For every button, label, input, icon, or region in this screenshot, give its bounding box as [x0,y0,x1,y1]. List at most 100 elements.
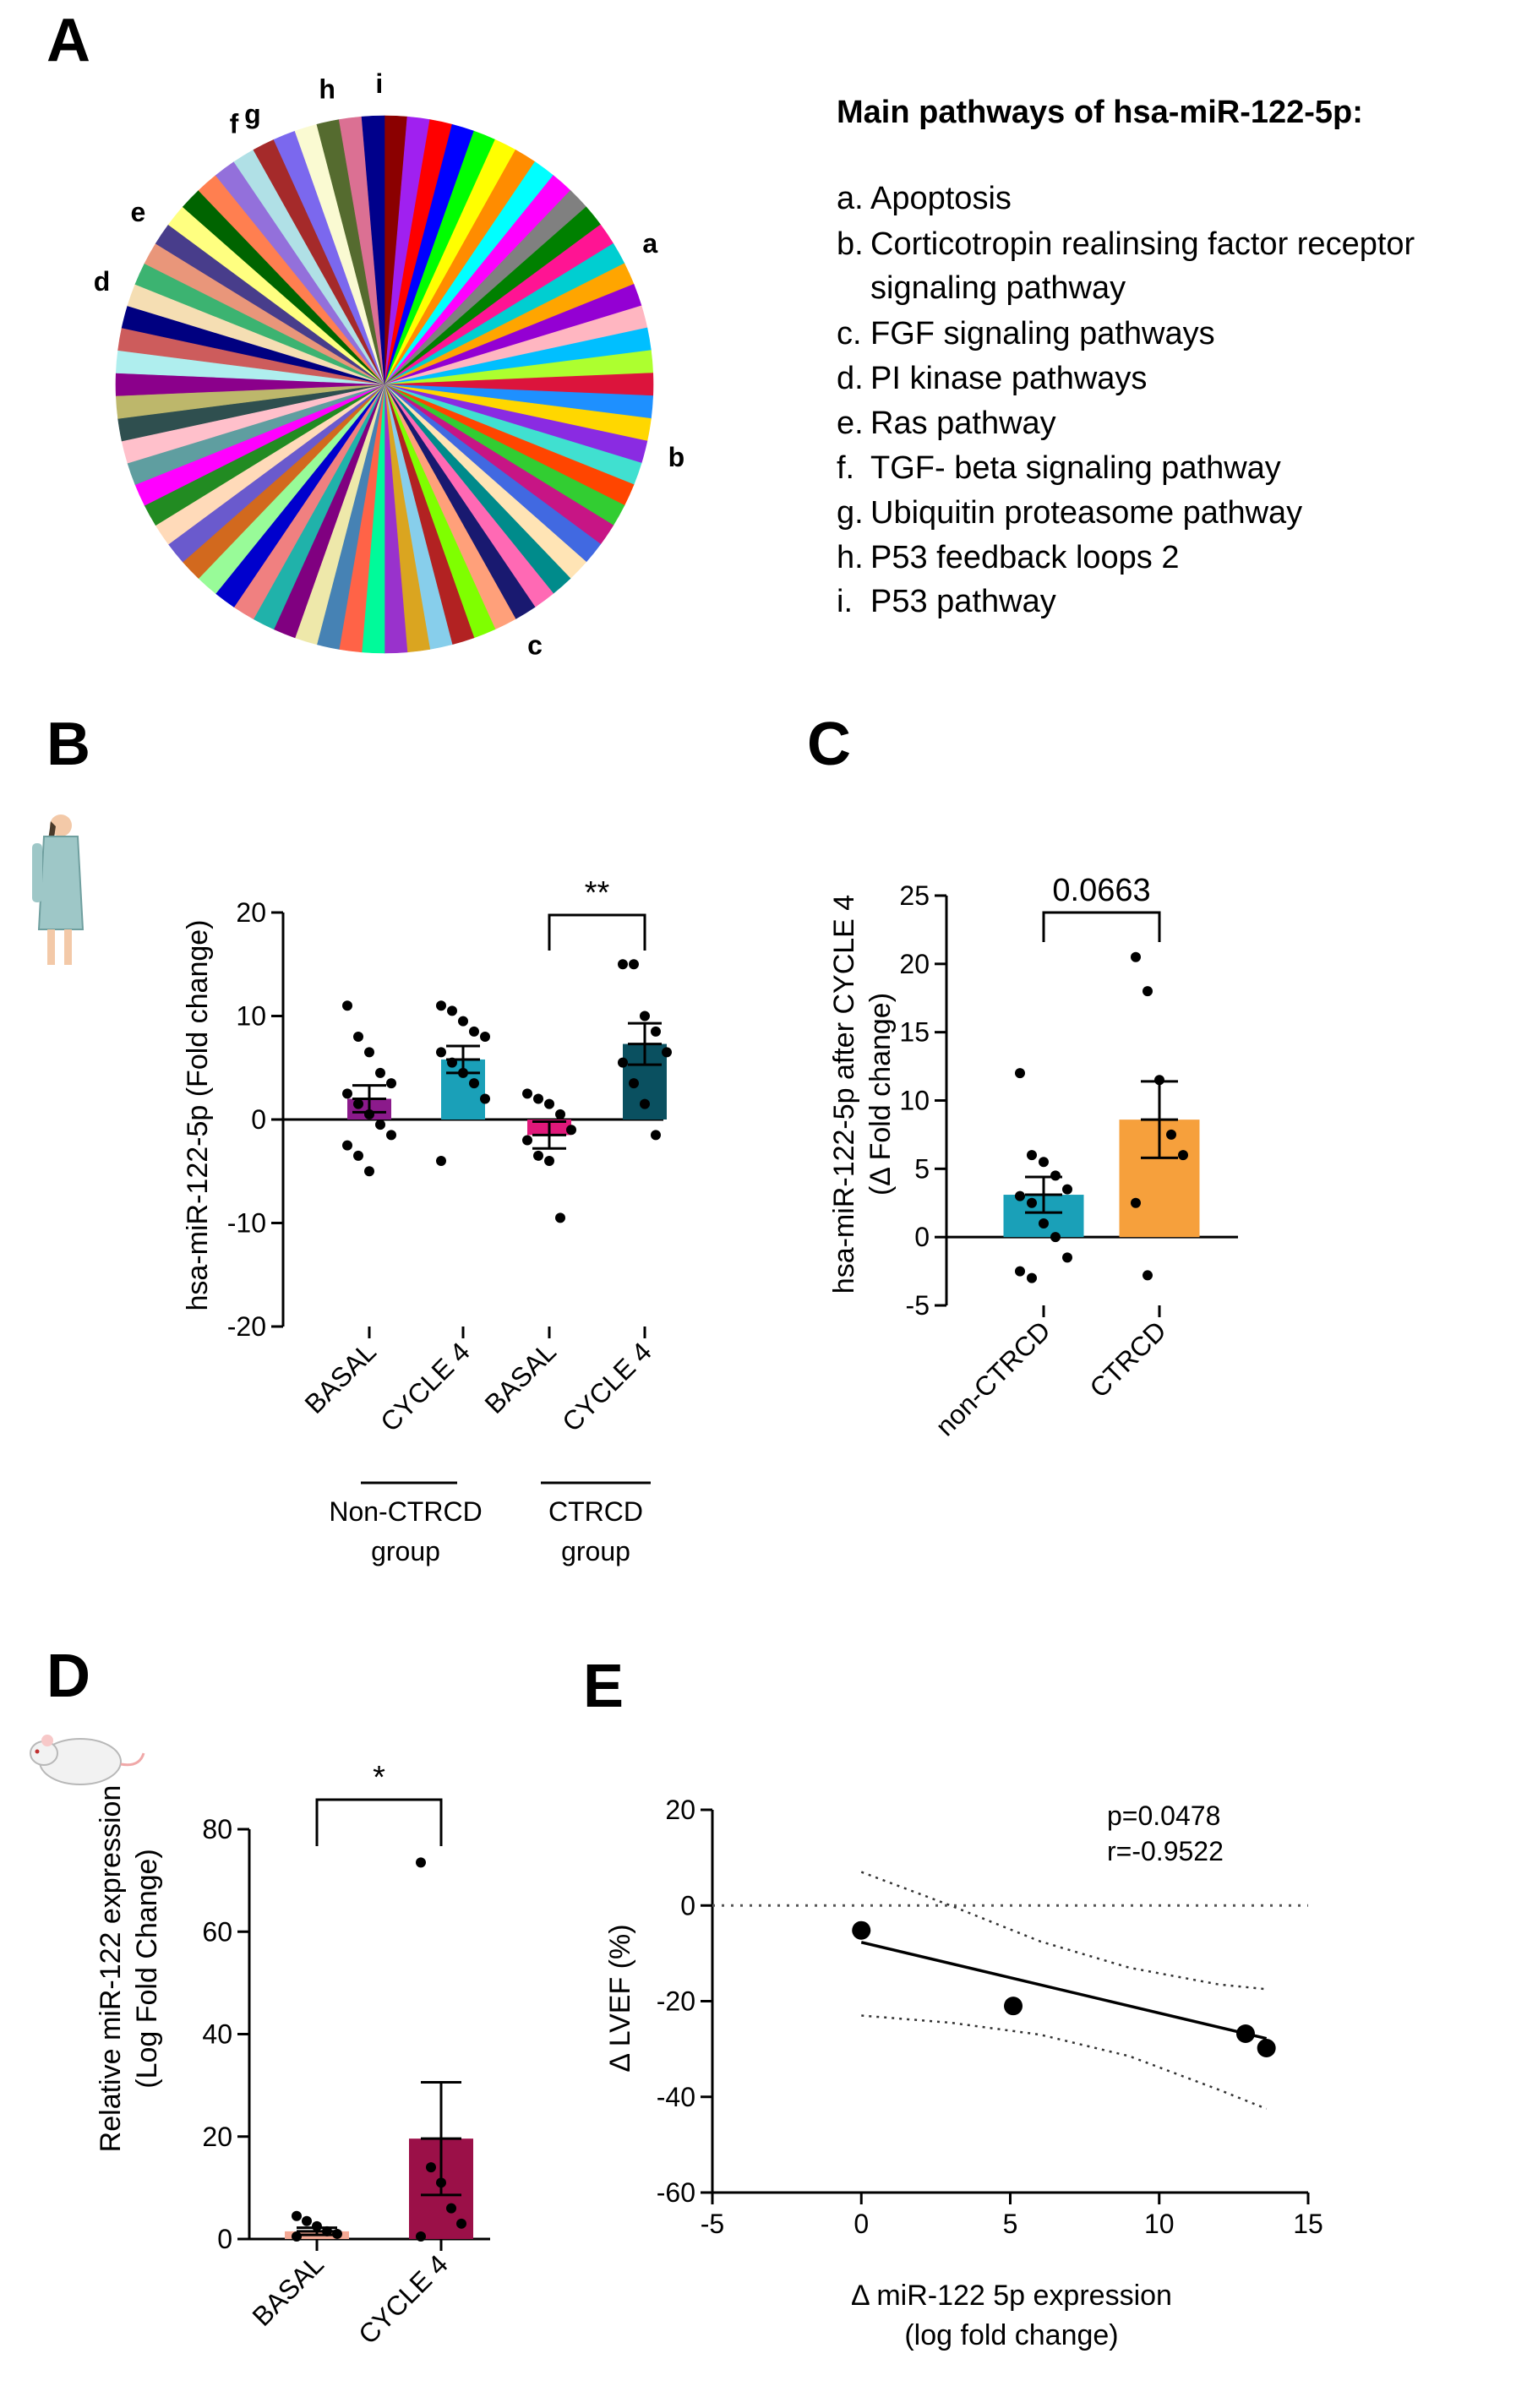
chart-e-xtick: -5 [701,2209,724,2239]
data-point [458,1016,468,1027]
data-point [456,2218,466,2229]
chart-d-ytick: 40 [202,2019,232,2050]
data-point [544,1156,554,1166]
group-label-non-ctrcd-line2: group [371,1536,440,1566]
chart-e-xtick: 10 [1144,2209,1175,2239]
group-label-ctrcd: CTRCD [548,1496,643,1527]
slice-label-g: g [244,99,261,129]
legend-key-e: e. [837,406,864,441]
data-point [1015,1190,1025,1201]
data-point [1131,951,1141,962]
legend-item-apoptosis: Apoptosis [870,181,1012,216]
data-point [1131,1197,1141,1208]
chart-c-ylabel: hsa-miR-122-5p after CYCLE 4 [828,895,860,1294]
panel-letter-c: C [807,711,851,778]
chart-b-ytick: 20 [236,897,266,928]
pathway-pie-chart [115,115,654,654]
slice-label-e: e [131,197,146,227]
chart-c-ytick: 0 [914,1222,930,1252]
chart-b-ytick: 0 [251,1104,266,1135]
chart-c-ytick: 10 [899,1086,930,1116]
data-point [292,2231,302,2242]
patient-arm [32,843,42,902]
significance-bracket [315,1798,443,1846]
chart-c-ytick: -5 [906,1290,930,1321]
data-point [292,2210,302,2221]
data-point [544,1098,554,1109]
chart-d-ytick: 80 [202,1814,232,1844]
data-point [1062,1184,1072,1195]
chart-d-category-label: BASAL [247,2248,330,2331]
data-point [618,1057,628,1068]
data-point [555,1109,565,1120]
pie-slice [361,115,385,385]
chart-e-ylabel: Δ LVEF (%) [604,1924,636,2072]
chart-c-ytick: 25 [899,880,930,911]
data-point [1015,1266,1025,1277]
data-point [386,1130,396,1141]
legend-item-p53-pathway: P53 pathway [870,584,1056,619]
legend-key-f: f. [837,450,854,486]
patient-head [50,814,72,836]
chart-c-marks [935,894,1238,1317]
chart-c-significance-label: 0.0663 [1052,873,1150,908]
data-point [436,1000,446,1011]
data-point [1143,1270,1153,1281]
data-point [1004,1997,1023,2016]
chart-b-ytick: 10 [236,1001,266,1032]
chart-c-ylabel-line2: (Δ Fold change) [864,993,897,1196]
legend-item-tgf-beta: TGF- beta signaling pathway [870,450,1281,486]
chart-e-xtick: 15 [1293,2209,1323,2239]
chart-e-xlabel: Δ miR-122 5p expression [851,2280,1172,2312]
mouse-ear [41,1735,53,1746]
data-point [651,1130,661,1141]
data-point [436,1047,446,1058]
chart-c-ytick: 15 [899,1017,930,1048]
data-point [446,2203,456,2214]
legend-key-b: b. [837,226,864,262]
data-point [302,2215,312,2226]
data-point [436,1156,446,1166]
chart-e-marks [701,1808,1310,2204]
data-point [522,1135,532,1146]
data-point [1257,2038,1276,2057]
chart-e-ytick: -40 [657,2082,695,2112]
chart-d-ytick: 60 [202,1916,232,1947]
mouse-eye [35,1749,40,1754]
data-point [342,1000,352,1011]
patient-gown [37,836,85,930]
legend-item-ras: Ras pathway [870,406,1056,441]
data-point [480,1093,490,1104]
chart-e-ytick: -60 [657,2177,695,2208]
chart-d-marks [237,1798,490,2251]
chart-b-category-label: CYCLE 4 [374,1336,476,1437]
legend-item-fgf: FGF signaling pathways [870,316,1215,351]
data-point [1166,1129,1176,1140]
confidence-band-lower [861,2014,1268,2111]
data-point [533,1093,543,1104]
slice-label-d: d [94,266,111,297]
data-point [353,1032,363,1042]
data-point [662,1047,672,1058]
data-point [629,959,639,970]
data-point [426,2162,436,2173]
data-point [342,1088,352,1099]
legend-key-g: g. [837,495,864,531]
chart-e-ytick: 20 [665,1795,695,1825]
data-point [1178,1150,1188,1161]
chart-e-axes: Δ LVEF (%) Δ miR-122 5p expression (log … [604,1795,1323,2351]
patient-illustration [32,814,85,965]
chart-d-axes: Relative miR-122 expression (Log Fold Ch… [95,1760,454,2350]
data-point [1015,1068,1025,1079]
mouse-tail [120,1752,145,1767]
patient-right-leg [64,929,72,965]
data-point [1050,1170,1061,1181]
data-point [852,1920,871,1940]
data-point [447,1005,457,1016]
pathway-legend: a. Apoptosis b. Corticotropin realinsing… [837,181,1415,619]
data-point [1235,2024,1255,2044]
data-point [364,1047,374,1058]
data-point [353,1098,363,1109]
data-point [1027,1197,1037,1208]
data-point [651,1026,661,1037]
